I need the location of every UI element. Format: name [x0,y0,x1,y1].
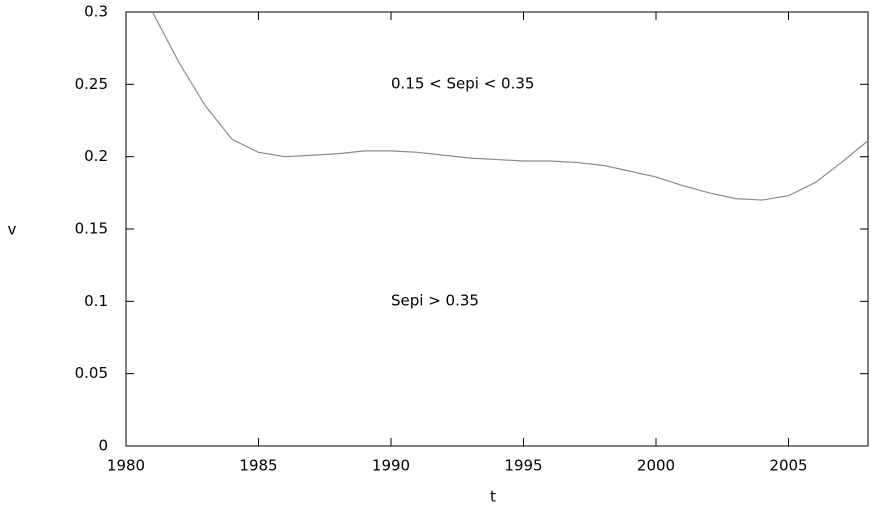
y-tick-label: 0.25 [75,75,108,93]
y-tick-label: 0 [98,437,108,455]
y-tick-label: 0.05 [75,364,108,382]
y-tick-label: 0.1 [84,292,108,310]
annotation: Sepi > 0.35 [391,292,479,310]
y-tick-label: 0.3 [84,3,108,21]
data-line [151,11,869,201]
x-tick-label: 1995 [504,457,542,475]
x-tick-label: 1990 [372,457,410,475]
y-tick-label: 0.2 [84,147,108,165]
x-axis-label: t [490,488,496,506]
annotation: 0.15 < Sepi < 0.35 [391,75,534,93]
x-tick-label: 2000 [637,457,675,475]
x-tick-label: 1985 [239,457,277,475]
x-tick-label: 1980 [107,457,145,475]
y-axis-label: v [8,221,17,239]
y-tick-label: 0.15 [75,220,108,238]
x-tick-label: 2005 [769,457,807,475]
